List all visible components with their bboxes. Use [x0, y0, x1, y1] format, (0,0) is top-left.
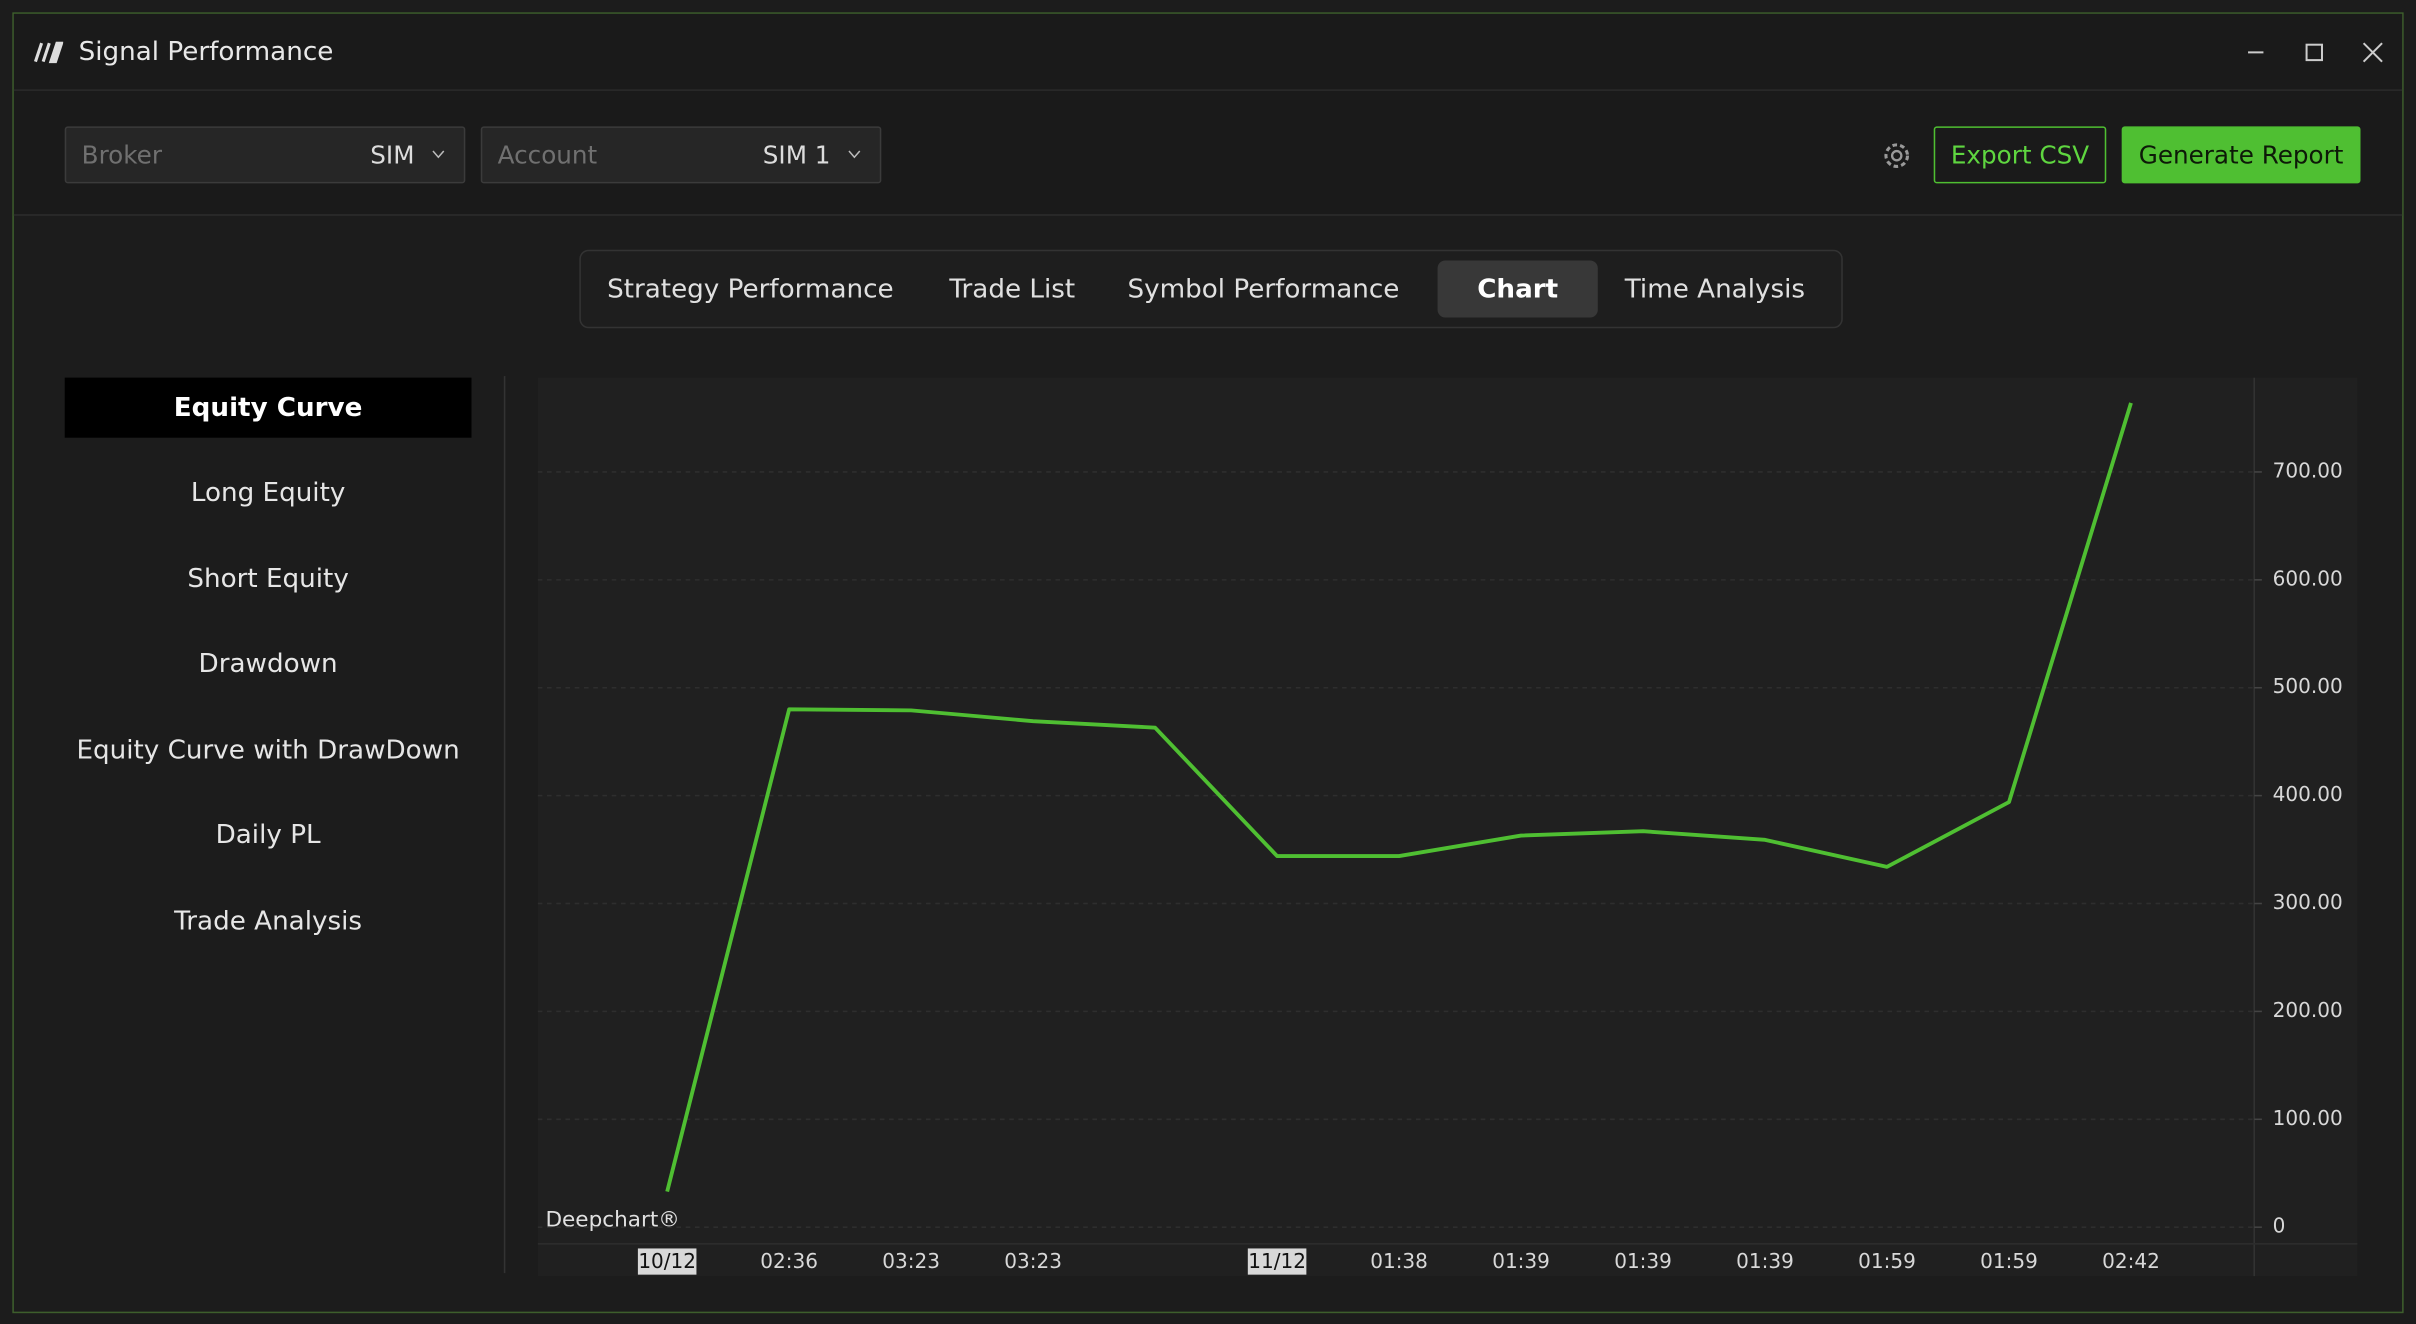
sidebar-item[interactable]: Drawdown	[198, 648, 338, 680]
x-tick-label: 01:59	[1858, 1249, 1916, 1273]
window-controls[interactable]	[2248, 42, 2387, 64]
x-tick-label: 02:36	[760, 1249, 818, 1273]
broker-value: SIM	[370, 140, 415, 170]
title-bar: Signal Performance	[13, 13, 2403, 91]
account-label: Account	[497, 140, 598, 170]
x-tick-label: 01:39	[1492, 1249, 1550, 1273]
app-icon	[33, 41, 64, 64]
tab[interactable]: Symbol Performance	[1127, 273, 1400, 305]
x-tick-label: 01:38	[1370, 1249, 1428, 1273]
sidebar-item[interactable]: Short Equity	[187, 563, 349, 595]
settings-icon[interactable]	[1881, 140, 1912, 171]
sidebar-item[interactable]: Long Equity	[190, 477, 346, 509]
export-csv-button[interactable]: Export CSV	[1933, 126, 2107, 184]
x-tick-label: 01:39	[1614, 1249, 1672, 1273]
y-tick-label: 500.00	[2273, 674, 2343, 698]
y-tick-label: 300.00	[2273, 890, 2343, 914]
y-tick-label: 400.00	[2273, 782, 2343, 806]
x-tick-label: 10/12	[638, 1249, 696, 1273]
x-tick-label: 03:23	[882, 1249, 940, 1273]
y-tick-label: 700.00	[2273, 458, 2343, 482]
tab[interactable]: Chart	[1437, 260, 1598, 318]
account-select[interactable]: Account SIM 1	[480, 126, 882, 184]
y-tick-label: 100.00	[2273, 1106, 2343, 1130]
y-tick-label: 600.00	[2273, 566, 2343, 590]
x-tick-label: 02:42	[2102, 1249, 2160, 1273]
y-tick-label: 0	[2273, 1214, 2286, 1238]
account-value: SIM 1	[762, 140, 831, 170]
x-tick-label: 01:59	[1980, 1249, 2038, 1273]
window-frame: Signal Performance Broker SIM Account SI…	[12, 12, 2404, 1314]
date-highlight	[637, 1248, 697, 1275]
x-tick-label: 01:39	[1736, 1249, 1794, 1273]
date-highlight	[1247, 1248, 1307, 1275]
tab[interactable]: Time Analysis	[1624, 273, 1806, 305]
equity-line	[665, 402, 2133, 1193]
toolbar: Broker SIM Account SIM 1 Export CSV Gene…	[13, 90, 2403, 216]
sidebar-item[interactable]: Equity Curve	[64, 377, 472, 438]
y-tick-label: 200.00	[2273, 998, 2343, 1022]
x-tick-label: 03:23	[1004, 1249, 1062, 1273]
divider	[503, 376, 506, 1274]
equity-chart: Deepchart® 0 100.00 200.00 300.00 400.00 500.…	[537, 377, 2358, 1277]
generate-report-button[interactable]: Generate Report	[2121, 126, 2361, 184]
watermark: Deepchart®	[545, 1208, 679, 1233]
tab-bar: Strategy Performance Trade List Symbol Per…	[579, 249, 1843, 329]
sidebar-item[interactable]: Trade Analysis	[174, 905, 363, 937]
window-title: Signal Performance	[78, 36, 334, 68]
chart-background	[537, 377, 2358, 1277]
tab[interactable]: Trade List	[949, 273, 1076, 305]
sidebar-item[interactable]: Equity Curve with DrawDown	[76, 734, 460, 766]
broker-select[interactable]: Broker SIM	[64, 126, 466, 184]
broker-label: Broker	[81, 140, 162, 170]
sidebar-item[interactable]: Daily PL	[215, 819, 321, 851]
x-tick-label: 11/12	[1248, 1249, 1306, 1273]
tab[interactable]: Strategy Performance	[607, 273, 894, 305]
